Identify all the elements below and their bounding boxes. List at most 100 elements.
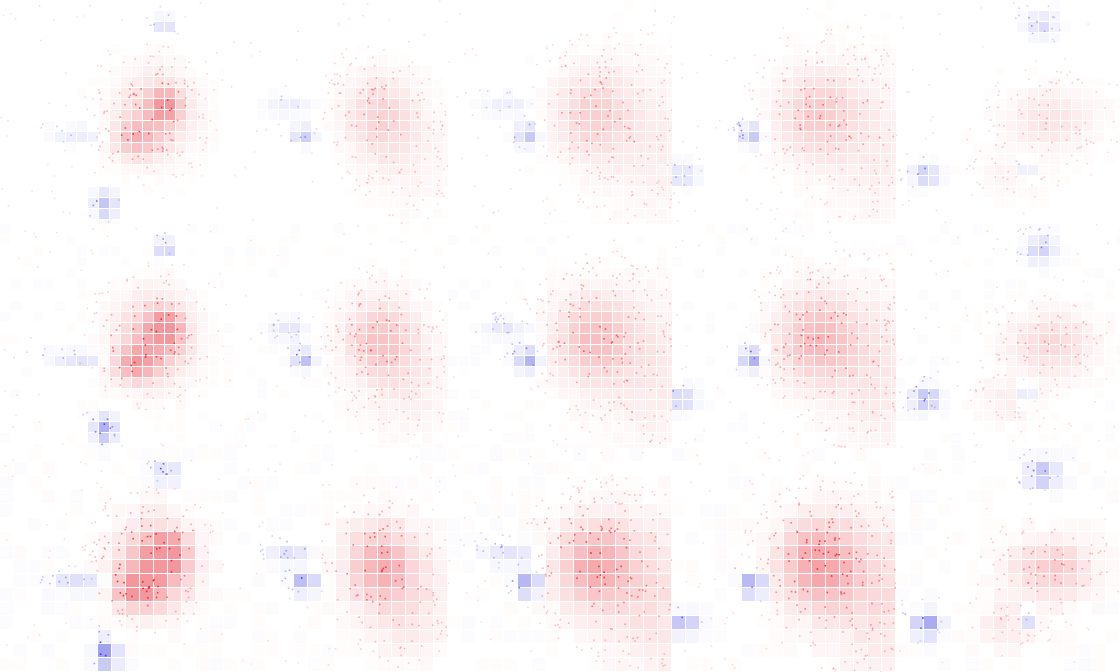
attribution-speckle	[547, 300, 550, 303]
attribution-patch	[514, 367, 524, 377]
attribution-speckle	[326, 326, 328, 328]
attribution-patch	[121, 132, 131, 142]
attribution-patch	[560, 616, 573, 629]
attribution-speckle	[866, 308, 868, 311]
attribution-speckle	[112, 152, 114, 155]
attribution-patch	[848, 422, 858, 432]
attribution-patch	[198, 88, 208, 98]
attribution-patch	[154, 246, 164, 256]
attribution-speckle	[629, 136, 632, 138]
attribution-patch	[290, 334, 300, 344]
attribution-speckle	[994, 308, 997, 311]
attribution-patch	[580, 290, 590, 300]
attribution-speckle	[565, 273, 568, 275]
attribution-patch	[1094, 99, 1104, 109]
attribution-speckle	[275, 312, 277, 315]
attribution-patch	[591, 290, 601, 300]
attribution-speckle	[885, 322, 888, 325]
attribution-patch	[420, 560, 433, 573]
attribution-patch	[88, 132, 98, 142]
attribution-speckle	[33, 624, 36, 627]
attribution-speckle	[120, 19, 123, 22]
attribution-patch	[569, 176, 579, 186]
attribution-patch	[514, 290, 524, 300]
attribution-speckle	[328, 81, 331, 84]
attribution-speckle	[363, 494, 365, 497]
attribution-patch	[826, 165, 836, 175]
attribution-speckle	[596, 133, 599, 135]
attribution-patch	[367, 378, 377, 388]
attribution-patch	[881, 154, 891, 164]
attribution-patch	[126, 574, 139, 587]
attribution-speckle	[549, 60, 551, 62]
attribution-patch	[657, 77, 667, 87]
attribution-patch	[793, 224, 803, 234]
attribution-patch	[658, 476, 671, 489]
attribution-speckle	[886, 340, 888, 343]
attribution-speckle	[1086, 368, 1089, 371]
attribution-speckle	[503, 356, 506, 358]
attribution-speckle	[658, 547, 660, 550]
attribution-patch	[334, 312, 344, 322]
attribution-speckle	[199, 164, 202, 166]
attribution-patch	[892, 378, 896, 388]
attribution-patch	[356, 88, 366, 98]
attribution-speckle	[846, 27, 849, 29]
attribution-patch	[616, 546, 629, 559]
attribution-speckle	[830, 29, 832, 31]
attribution-speckle	[812, 397, 815, 400]
attribution-speckle	[43, 348, 46, 350]
attribution-patch	[881, 356, 891, 366]
attribution-speckle	[126, 278, 128, 281]
attribution-speckle	[339, 92, 342, 94]
attribution-patch	[644, 546, 657, 559]
attribution-patch	[602, 411, 612, 421]
attribution-speckle	[205, 376, 208, 379]
attribution-speckle	[24, 230, 26, 232]
attribution-patch	[88, 334, 98, 344]
attribution-patch	[84, 658, 97, 671]
attribution-patch	[518, 546, 531, 559]
attribution-speckle	[1079, 362, 1081, 365]
attribution-patch	[782, 334, 792, 344]
attribution-speckle	[153, 23, 155, 26]
attribution-patch	[209, 334, 219, 344]
attribution-patch	[126, 448, 139, 461]
attribution-speckle	[146, 535, 149, 538]
attribution-speckle	[1031, 184, 1033, 187]
attribution-speckle	[91, 367, 94, 369]
attribution-patch	[481, 224, 491, 234]
attribution-patch	[602, 110, 612, 120]
attribution-patch	[182, 532, 195, 545]
attribution-patch	[613, 312, 623, 322]
attribution-patch	[624, 422, 634, 432]
attribution-patch	[411, 209, 421, 219]
attribution-speckle	[608, 401, 610, 404]
attribution-speckle	[811, 419, 814, 421]
attribution-patch	[378, 323, 388, 333]
attribution-patch	[176, 301, 186, 311]
attribution-speckle	[493, 556, 495, 559]
attribution-speckle	[789, 146, 792, 149]
attribution-patch	[143, 110, 153, 120]
attribution-speckle	[807, 266, 809, 269]
attribution-patch	[176, 165, 186, 175]
attribution-speckle	[609, 109, 611, 112]
attribution-speckle	[199, 628, 202, 630]
attribution-speckle	[972, 167, 975, 170]
attribution-patch	[749, 132, 759, 142]
attribution-speckle	[119, 563, 121, 566]
attribution-speckle	[39, 581, 42, 584]
attribution-speckle	[698, 244, 700, 247]
attribution-patch	[613, 154, 623, 164]
attribution-patch	[308, 574, 321, 587]
attribution-patch	[462, 462, 475, 475]
attribution-patch	[547, 389, 557, 399]
attribution-speckle	[649, 440, 651, 443]
attribution-patch	[646, 323, 656, 333]
attribution-patch	[1039, 400, 1049, 410]
attribution-speckle	[824, 203, 826, 206]
attribution-patch	[951, 433, 961, 443]
attribution-speckle	[675, 405, 677, 407]
attribution-patch	[630, 546, 643, 559]
